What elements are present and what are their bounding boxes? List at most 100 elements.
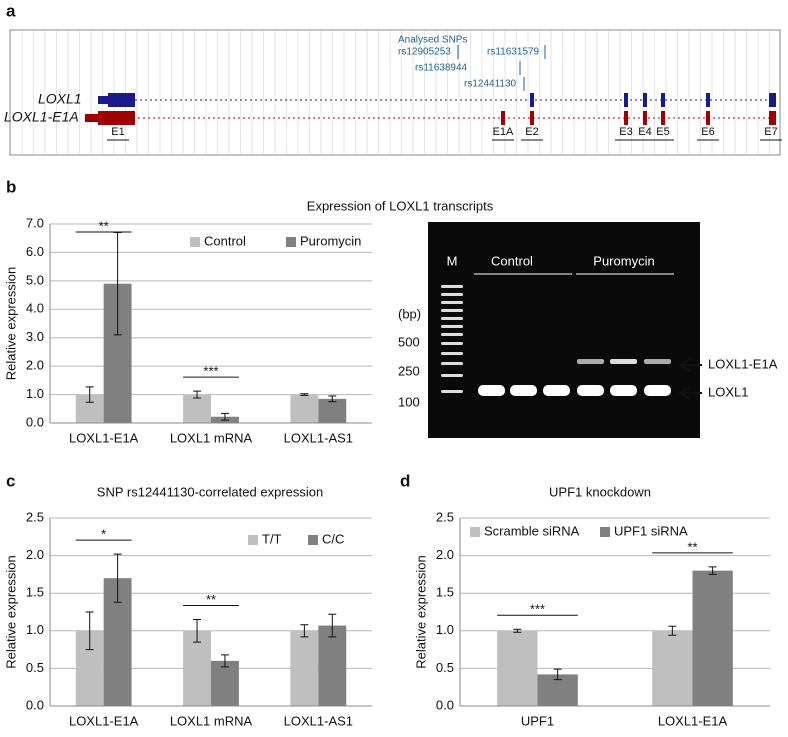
transcript-label: LOXL1 xyxy=(38,91,82,107)
exon xyxy=(530,111,534,125)
y-tick-label: 1.0 xyxy=(26,622,44,637)
chart-title: SNP rs12441130-correlated expression xyxy=(97,484,323,499)
legend-swatch xyxy=(286,237,296,247)
bar xyxy=(652,630,693,706)
gel-unit: (bp) xyxy=(398,306,421,321)
snp-label: rs12441130 xyxy=(464,79,517,90)
snp-label: rs12905253 xyxy=(398,47,451,58)
x-tick-label: LOXL1 mRNA xyxy=(170,713,253,728)
band xyxy=(610,359,637,364)
exon-label: E5 xyxy=(656,126,669,138)
exon xyxy=(706,111,710,125)
y-tick-label: 5.0 xyxy=(26,272,44,287)
x-tick-label: UPF1 xyxy=(521,713,554,728)
lane-marker: M xyxy=(447,253,458,268)
legend-label: Scramble siRNA xyxy=(484,523,580,538)
exon xyxy=(85,114,98,122)
gel-image: M Control Puromycin xyxy=(428,222,700,438)
bar xyxy=(183,394,211,423)
y-tick-label: 2.5 xyxy=(26,509,44,524)
significance-label: ** xyxy=(687,539,697,554)
error-bar xyxy=(328,613,337,638)
ladder-band xyxy=(441,374,463,377)
exon xyxy=(769,111,776,125)
band-arrow xyxy=(678,386,702,400)
exon-label: E2 xyxy=(525,126,538,138)
ladder-band xyxy=(441,301,463,304)
error-bar xyxy=(668,625,677,636)
error-bar xyxy=(300,624,309,638)
error-bar xyxy=(85,611,94,651)
band xyxy=(510,385,537,396)
band xyxy=(644,385,671,396)
exon xyxy=(706,93,710,107)
lane-group: Puromycin xyxy=(593,253,654,268)
band-label: LOXL1-E1A xyxy=(708,356,778,371)
ladder-band xyxy=(441,285,463,288)
ladder-band xyxy=(441,362,463,365)
lane-group: Control xyxy=(491,253,533,268)
exon xyxy=(98,111,135,125)
significance-label: ** xyxy=(206,592,216,607)
bar xyxy=(290,394,319,423)
error-bar xyxy=(708,566,717,575)
exon xyxy=(624,93,628,107)
exon xyxy=(643,93,647,107)
error-bar xyxy=(113,232,122,336)
error-bar xyxy=(513,628,522,633)
significance-label: * xyxy=(101,527,106,542)
error-bar xyxy=(300,393,309,396)
exon xyxy=(661,111,665,125)
ladder-label: 250 xyxy=(398,363,420,378)
legend-label: C/C xyxy=(322,531,344,546)
ladder-band xyxy=(441,352,463,355)
band xyxy=(644,359,671,364)
snp-label: rs11638944 xyxy=(415,63,468,74)
ladder-label: 100 xyxy=(398,394,420,409)
y-tick-label: 0.0 xyxy=(26,414,44,429)
exon xyxy=(98,96,108,104)
y-tick-label: 6.0 xyxy=(26,244,44,259)
exon-label: E3 xyxy=(619,126,632,138)
y-tick-label: 1.0 xyxy=(436,622,454,637)
x-tick-label: LOXL1-E1A xyxy=(658,713,728,728)
legend-swatch xyxy=(248,535,258,545)
y-tick-label: 1.0 xyxy=(26,386,44,401)
error-bar xyxy=(193,390,202,399)
ladder-band xyxy=(441,293,463,296)
error-bar xyxy=(193,619,202,643)
error-bar xyxy=(220,654,229,668)
band xyxy=(577,385,604,396)
error-bar xyxy=(220,412,229,421)
panel-label: d xyxy=(400,471,410,490)
band-arrow xyxy=(678,358,702,372)
y-tick-label: 0.0 xyxy=(26,697,44,712)
ladder-band xyxy=(441,317,463,320)
y-tick-label: 1.5 xyxy=(436,585,454,600)
exon xyxy=(661,93,665,107)
error-bar xyxy=(113,553,122,603)
y-tick-label: 1.5 xyxy=(26,585,44,600)
panel-label: a xyxy=(6,1,16,20)
y-tick-label: 0.0 xyxy=(436,697,454,712)
y-axis-label: Relative expression xyxy=(3,267,18,380)
exon-label: E6 xyxy=(701,126,714,138)
significance-label: *** xyxy=(203,364,218,379)
y-tick-label: 2.5 xyxy=(436,509,454,524)
exon xyxy=(624,111,628,125)
significance-label: ** xyxy=(99,218,109,233)
y-tick-label: 2.0 xyxy=(436,547,454,562)
y-tick-label: 3.0 xyxy=(26,329,44,344)
bar xyxy=(183,630,211,706)
ladder-band xyxy=(441,390,463,393)
exon xyxy=(643,111,647,125)
legend-swatch xyxy=(308,535,318,545)
error-bar xyxy=(85,386,94,403)
x-tick-label: LOXL1-AS1 xyxy=(284,713,353,728)
y-axis-label: Relative expression xyxy=(413,555,428,668)
legend-swatch xyxy=(600,527,610,537)
gel-background xyxy=(428,222,700,438)
y-tick-label: 7.0 xyxy=(26,215,44,230)
